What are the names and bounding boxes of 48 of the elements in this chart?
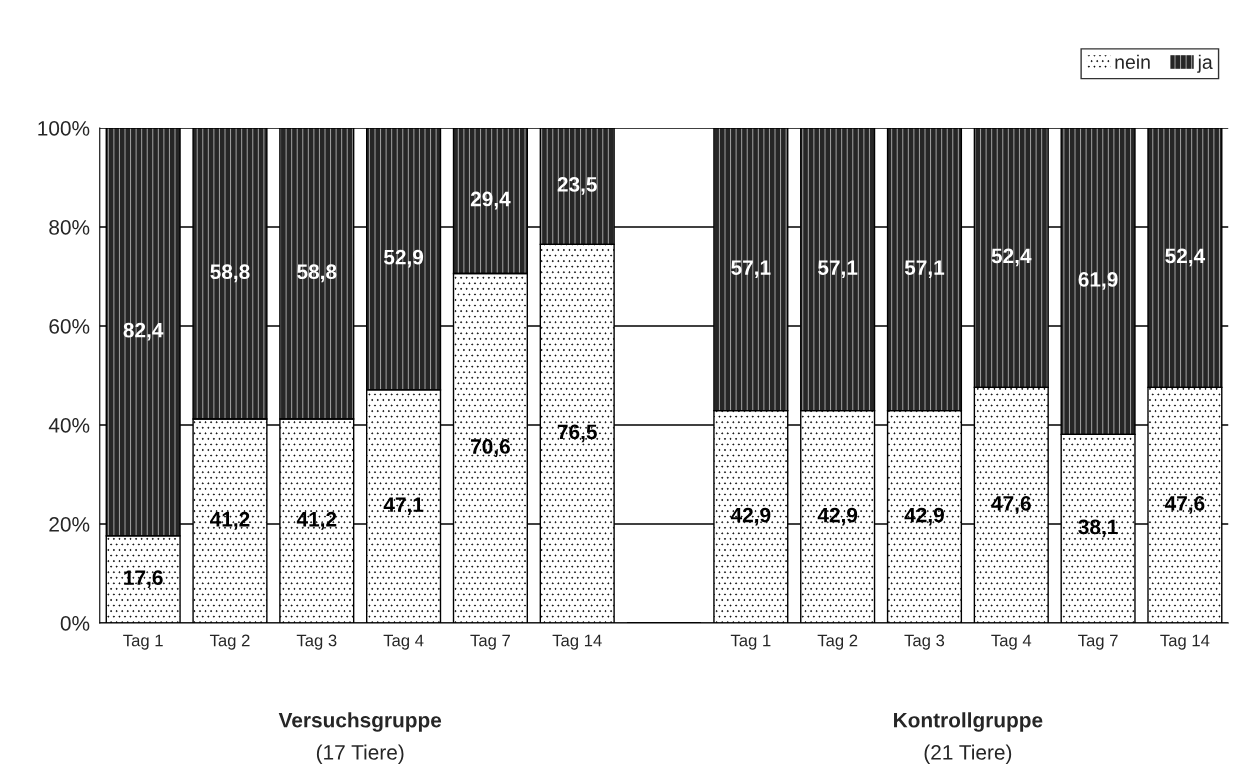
x-tick-label: Tag 14 [552,634,602,650]
data-label: 76,5 [557,424,597,443]
data-label: 29,4 [470,191,511,210]
data-label: 57,1 [731,260,771,278]
x-tick-label: Tag 7 [1078,634,1118,650]
y-tick-label: 80% [49,220,90,235]
data-label: 61,9 [1078,272,1118,290]
data-label: 52,9 [383,249,424,268]
x-tick-label: Tag 2 [209,634,250,650]
data-label: 17,6 [124,570,163,589]
data-label: 42,9 [817,507,858,526]
legend-label: nein [1115,54,1150,69]
y-tick-label: 100% [38,121,90,136]
data-label: 70,6 [471,439,510,457]
x-tick-label: Tag 3 [296,634,337,650]
text: (17 Tiere) [316,744,404,764]
data-label: 42,9 [730,507,771,526]
y-tick-label: 0% [60,616,90,631]
x-tick-label: Tag 7 [470,634,510,650]
x-tick-label: Tag 2 [817,634,858,650]
data-label: 52,4 [1165,248,1206,267]
x-tick-label: Tag 1 [730,634,771,650]
data-label: 41,2 [210,511,250,530]
x-tick-label: Tag 4 [991,634,1032,650]
data-label: 58,8 [210,264,250,283]
text: Versuchsgruppe [278,712,442,732]
x-tick-label: Tag 4 [383,634,424,650]
data-label: 47,6 [991,496,1031,514]
data-label: 42,9 [904,507,944,526]
text: (21 Tiere) [924,744,1012,764]
y-tick-label: 20% [49,517,90,532]
data-label: 47,6 [1164,496,1205,514]
data-label: 57,1 [818,260,858,278]
x-tick-label: Tag 14 [1160,634,1210,650]
data-label: 47,1 [383,497,424,516]
x-tick-label: Tag 1 [123,634,163,650]
x-tick-label: Tag 3 [904,634,945,650]
y-tick-label: 40% [48,418,90,433]
legend-label: ja [1197,54,1213,73]
data-label: 41,2 [296,511,337,530]
text: Kontrollgruppe [894,712,1043,732]
y-tick-label: 60% [49,319,90,334]
data-label: 52,4 [991,248,1032,267]
data-label: 82,4 [123,322,164,341]
data-label: 23,5 [557,177,597,195]
data-label: 58,8 [297,264,337,283]
data-label: 57,1 [904,260,945,278]
data-label: 38,1 [1078,519,1118,538]
